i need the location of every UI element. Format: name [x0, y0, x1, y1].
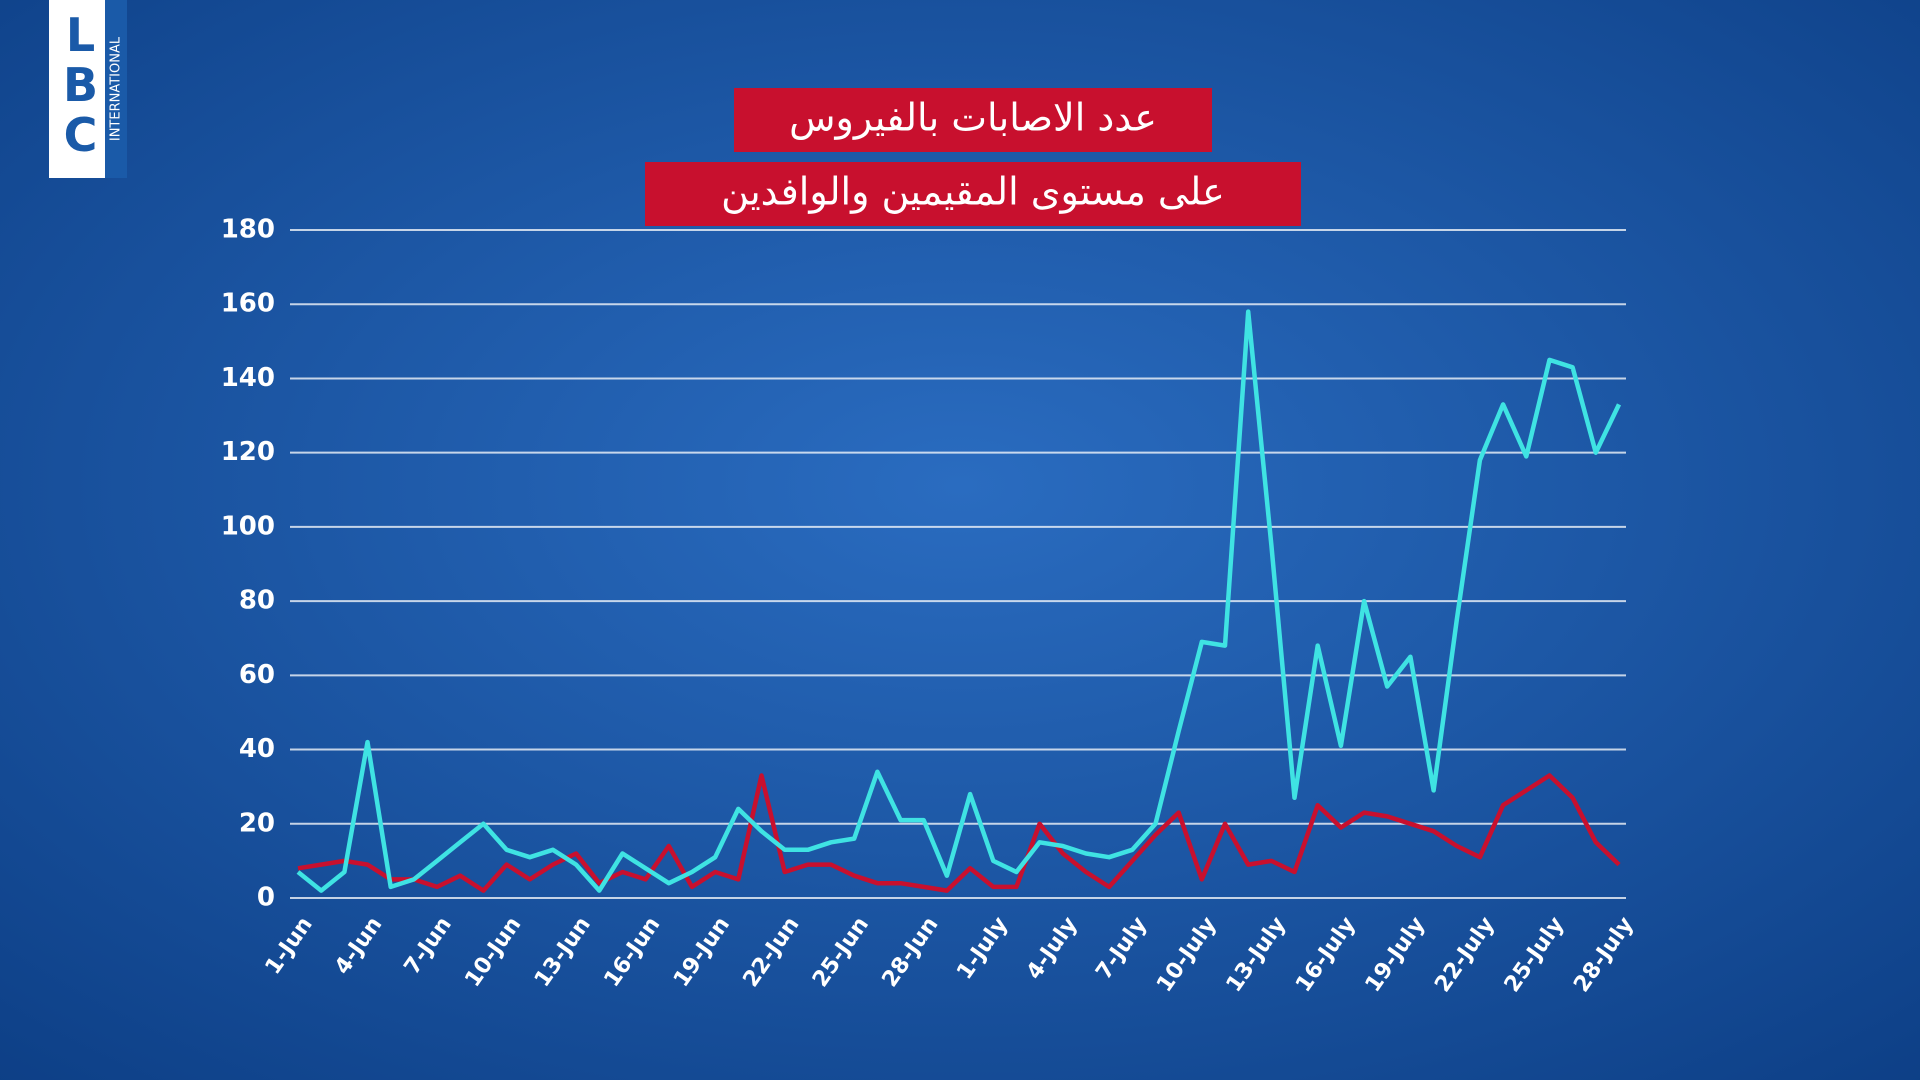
y-tick-label: 140: [221, 363, 275, 393]
y-tick-label: 80: [239, 586, 275, 616]
series-line: [296, 309, 1622, 893]
chart-subtitle: على مستوى المقيمين والوافدين: [721, 170, 1225, 215]
y-tick-label: 40: [239, 734, 275, 764]
logo-box: [49, 0, 105, 178]
chart-title: عدد الاصابات بالفيروس: [789, 96, 1157, 141]
y-tick-label: 20: [239, 808, 275, 838]
logo-strip: [105, 0, 127, 178]
subtitle-box: [645, 162, 1301, 226]
y-tick-label: 120: [221, 437, 275, 467]
title-box: [734, 88, 1212, 152]
y-tick-label: 100: [221, 511, 275, 541]
logo-text: LBC: [54, 8, 108, 158]
y-tick-label: 60: [239, 660, 275, 690]
y-tick-label: 180: [221, 215, 275, 245]
y-tick-label: 0: [257, 883, 275, 913]
series-line: [297, 773, 1621, 893]
logo-subtext: INTERNATIONAL: [109, 36, 124, 141]
y-tick-label: 160: [221, 289, 275, 319]
